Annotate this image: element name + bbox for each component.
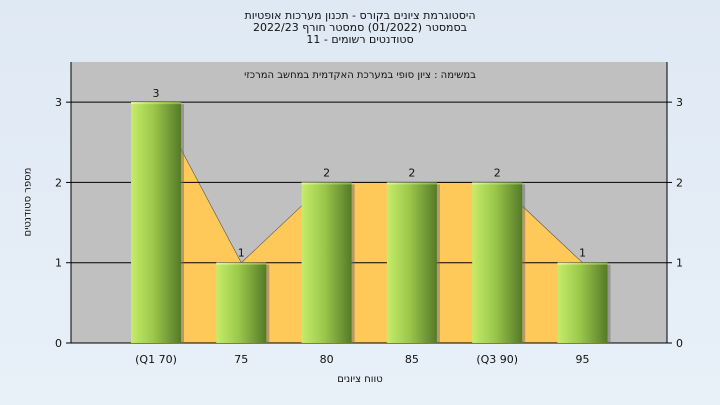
data-label: 1 <box>238 247 245 260</box>
bar-top <box>131 102 181 105</box>
title-line-2: בסמסטר (01/2022) סמסטר חורף 2022/23 <box>253 21 467 34</box>
x-tick-label: 75 <box>234 353 248 366</box>
y-tick-label-right: 0 <box>676 337 683 350</box>
bar-top <box>386 182 437 185</box>
bar-top <box>557 262 608 265</box>
y-tick-label-left: 1 <box>55 257 62 270</box>
x-tick-label: 85 <box>405 353 419 366</box>
y-tick-label-right: 1 <box>676 257 683 270</box>
x-tick-label: (Q3 90) <box>476 353 518 366</box>
data-label: 2 <box>408 166 415 179</box>
y-tick-label-left: 0 <box>55 337 62 350</box>
data-label: 1 <box>579 247 586 260</box>
bar <box>216 262 267 343</box>
y-tick-label-right: 2 <box>676 176 683 189</box>
y-axis-label: מספר סטודנטים <box>22 167 34 237</box>
bar-top <box>472 182 523 185</box>
bar <box>472 182 523 343</box>
bar <box>301 182 352 343</box>
chart-title: היסטוגרמת ציונים בקורס - תכנון מערכות או… <box>0 10 720 46</box>
title-line-3: סטודנטים רשומים - 11 <box>306 33 414 46</box>
bar <box>386 182 437 343</box>
y-tick-label-right: 3 <box>676 96 683 109</box>
y-tick-label-left: 3 <box>55 96 62 109</box>
chart-annotation: במשימה : ציון סופי במערכת האקדמית במחשב … <box>244 70 476 81</box>
data-label: 2 <box>323 166 330 179</box>
bar <box>131 102 181 344</box>
data-label: 2 <box>494 166 501 179</box>
x-axis-label: טווח ציונים <box>337 374 383 385</box>
title-line-1: היסטוגרמת ציונים בקורס - תכנון מערכות או… <box>244 9 476 22</box>
bar-top <box>301 182 352 185</box>
bar <box>557 262 608 343</box>
x-tick-label: (Q1 70) <box>135 353 177 366</box>
bar-top <box>216 262 267 265</box>
data-label: 3 <box>153 87 160 100</box>
y-tick-label-left: 2 <box>55 176 62 189</box>
x-tick-label: 80 <box>320 353 334 366</box>
x-tick-label: 95 <box>576 353 590 366</box>
